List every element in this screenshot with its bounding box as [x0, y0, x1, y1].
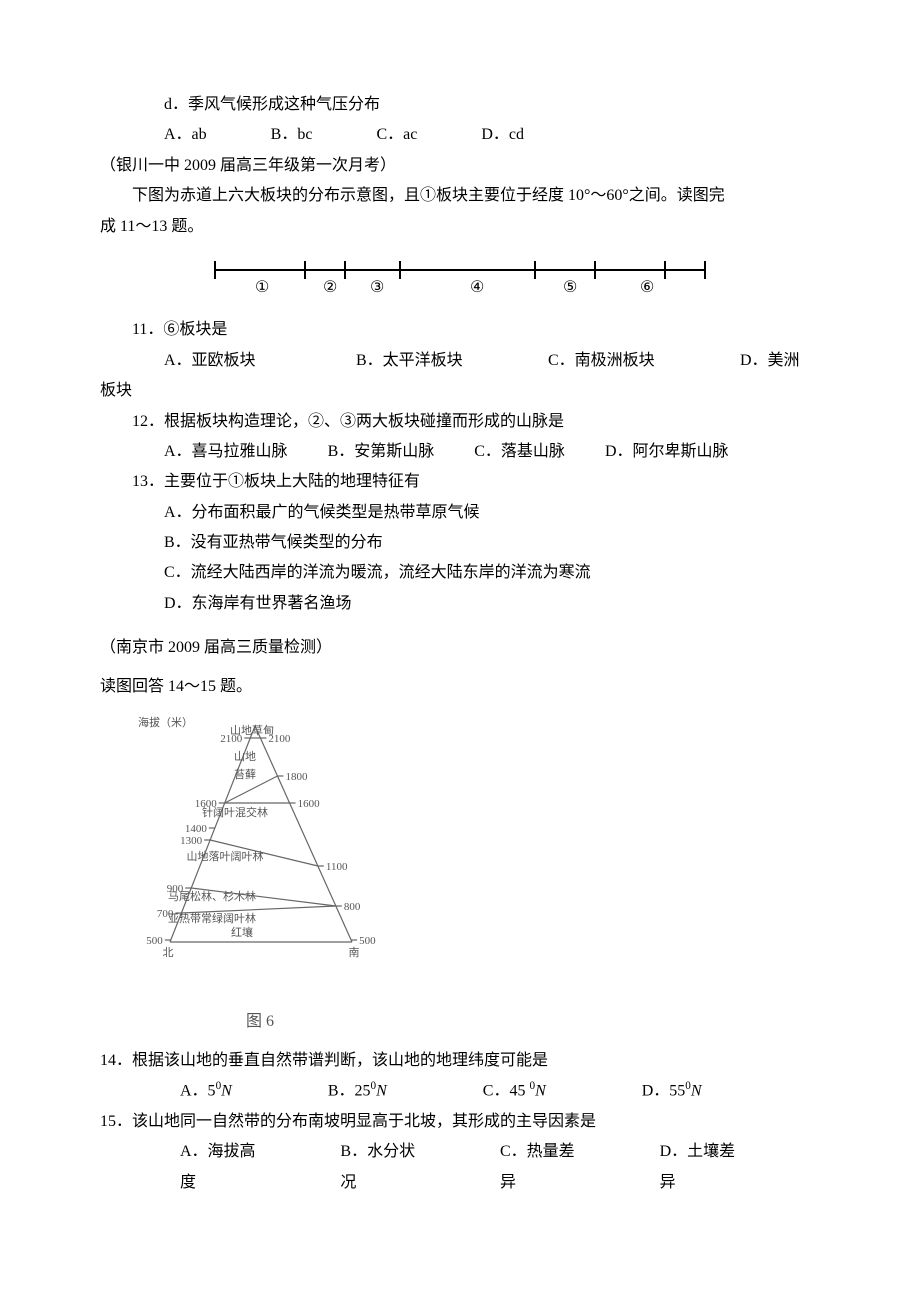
q13-opt-b: B．没有亚热带气候类型的分布 — [164, 528, 820, 558]
q11-opt-b: B．太平洋板块 — [356, 346, 548, 376]
svg-text:500: 500 — [146, 935, 163, 947]
svg-text:山地落叶阔叶林: 山地落叶阔叶林 — [187, 849, 264, 863]
opt-b: B．bc — [271, 120, 313, 150]
q11-opt-d-prefix: D．美洲 — [740, 346, 800, 376]
q12-opt-d: D．阿尔卑斯山脉 — [605, 437, 729, 467]
q14-opt-c: C．45 0N — [483, 1076, 546, 1107]
q11-stem: 11．⑥板块是 — [132, 315, 820, 345]
q14-opt-a: A．50N — [180, 1076, 232, 1107]
svg-text:800: 800 — [344, 901, 361, 913]
svg-text:1300: 1300 — [180, 835, 203, 847]
q11-options: A．亚欧板块 B．太平洋板块 C．南极洲板块 D．美洲 — [100, 346, 820, 376]
q11-opt-a: A．亚欧板块 — [164, 346, 356, 376]
svg-text:1100: 1100 — [326, 861, 348, 873]
plate-diagram: ① ② ③ ④ ⑤ ⑥ — [100, 250, 820, 311]
svg-text:山地: 山地 — [234, 750, 256, 763]
svg-text:海拔（米）: 海拔（米） — [138, 715, 193, 729]
q15-opt-b: B．水分状况 — [340, 1137, 420, 1198]
q12-opt-b: B．安第斯山脉 — [328, 437, 435, 467]
q15-opt-a: A．海拔高度 — [180, 1137, 260, 1198]
opt-c: C．ac — [376, 120, 417, 150]
opt-a: A．ab — [164, 120, 207, 150]
q15-opt-d: D．土壤差异 — [660, 1137, 740, 1198]
q14-opt-b: B．250N — [328, 1076, 387, 1107]
q13-opt-a: A．分布面积最广的气候类型是热带草原气候 — [164, 498, 820, 528]
q14-opt-d: D．550N — [642, 1076, 702, 1107]
q15-stem: 15．该山地同一自然带的分布南坡明显高于北坡，其形成的主导因素是 — [100, 1107, 820, 1137]
svg-text:南: 南 — [349, 946, 360, 959]
svg-text:马尾松林、杉木林: 马尾松林、杉木林 — [168, 889, 256, 903]
svg-text:④: ④ — [470, 279, 484, 296]
q13-opt-c: C．流经大陆西岸的洋流为暖流，流经大陆东岸的洋流为寒流 — [164, 558, 820, 588]
svg-text:1400: 1400 — [185, 823, 208, 835]
svg-text:⑥: ⑥ — [640, 279, 654, 296]
q12-opt-a: A．喜马拉雅山脉 — [164, 437, 288, 467]
svg-text:亚热带常绿阔叶林: 亚热带常绿阔叶林 — [168, 911, 256, 925]
svg-text:②: ② — [323, 279, 337, 296]
pre-question-line-d: d．季风气候形成这种气压分布 — [164, 90, 820, 120]
q12-options: A．喜马拉雅山脉 B．安第斯山脉 C．落基山脉 D．阿尔卑斯山脉 — [164, 437, 820, 467]
plate-diagram-svg: ① ② ③ ④ ⑤ ⑥ — [195, 250, 725, 300]
svg-text:北: 北 — [163, 946, 174, 959]
opt-d: D．cd — [481, 120, 524, 150]
svg-text:①: ① — [255, 279, 269, 296]
q14-options: A．50N B．250N C．45 0N D．550N — [180, 1076, 820, 1107]
intro-14-15: 读图回答 14～15 题。 — [100, 672, 820, 702]
figure-6-caption: 图 6 — [130, 1007, 390, 1037]
q15-options: A．海拔高度 B．水分状况 C．热量差异 D．土壤差异 — [180, 1137, 820, 1198]
figure-6: 海拔（米）21001600140013009007005002100180016… — [130, 708, 390, 1038]
q12-opt-c: C．落基山脉 — [474, 437, 565, 467]
svg-text:500: 500 — [359, 935, 376, 947]
svg-text:③: ③ — [370, 279, 384, 296]
q11-opt-c: C．南极洲板块 — [548, 346, 740, 376]
source-nanjing: （南京市 2009 届高三质量检测） — [100, 633, 820, 663]
svg-text:苔藓: 苔藓 — [234, 767, 256, 781]
q15-opt-c: C．热量差异 — [500, 1137, 580, 1198]
source-yinchuan: （银川一中 2009 届高三年级第一次月考） — [100, 151, 820, 181]
intro-11-13-b: 成 11～13 题。 — [100, 212, 820, 242]
pre-question-block: d．季风气候形成这种气压分布 A．ab B．bc C．ac D．cd — [100, 90, 820, 151]
q12-stem: 12．根据板块构造理论，②、③两大板块碰撞而形成的山脉是 — [132, 407, 820, 437]
figure-6-svg: 海拔（米）21001600140013009007005002100180016… — [130, 708, 390, 998]
q14-stem: 14．根据该山地的垂直自然带谱判断，该山地的地理纬度可能是 — [100, 1046, 820, 1076]
svg-text:⑤: ⑤ — [563, 279, 577, 296]
svg-text:山地草甸: 山地草甸 — [230, 724, 274, 737]
svg-text:针阔叶混交林: 针阔叶混交林 — [202, 805, 268, 819]
svg-text:1800: 1800 — [285, 771, 308, 783]
q13-opt-d: D．东海岸有世界著名渔场 — [164, 589, 820, 619]
svg-text:红壤: 红壤 — [231, 925, 253, 939]
q13-stem: 13．主要位于①板块上大陆的地理特征有 — [132, 467, 820, 497]
pre-question-options: A．ab B．bc C．ac D．cd — [164, 120, 820, 150]
q11-opt-d-cont: 板块 — [100, 376, 820, 406]
svg-text:1600: 1600 — [298, 798, 321, 810]
intro-11-13-a: 下图为赤道上六大板块的分布示意图，且①板块主要位于经度 10°～60°之间。读图… — [132, 181, 820, 211]
